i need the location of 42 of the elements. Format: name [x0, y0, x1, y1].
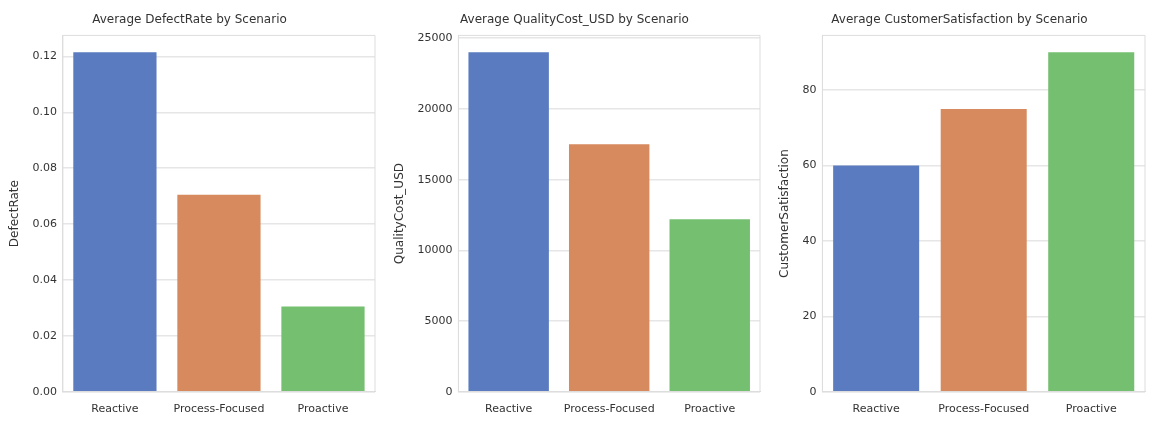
y-tick-label: 20: [802, 309, 817, 323]
chart-title: Average DefectRate by Scenario: [92, 12, 287, 27]
y-tick-label: 0.08: [32, 161, 57, 175]
bar: [568, 144, 650, 392]
x-tick-label: Proactive: [684, 402, 736, 416]
y-tick-label: 20000: [417, 101, 453, 115]
y-tick-label: 0.10: [32, 105, 57, 119]
y-axis-title: CustomerSatisfaction: [777, 149, 792, 278]
y-tick-label: 25000: [417, 31, 453, 45]
y-axis-title: QualityCost_USD: [392, 163, 407, 265]
bar: [177, 194, 261, 392]
y-tick-label: 0.04: [32, 272, 57, 286]
x-tick-label: Reactive: [91, 402, 139, 416]
y-tick-label: 0.06: [32, 216, 57, 230]
y-tick-label: 5000: [424, 313, 453, 327]
x-tick-label: Process-Focused: [938, 402, 1030, 416]
bar: [940, 108, 1027, 392]
y-tick-label: 0.02: [32, 328, 57, 342]
bar: [468, 52, 549, 392]
x-tick-label: Process-Focused: [173, 402, 265, 416]
bar: [669, 219, 750, 392]
x-tick-label: Reactive: [484, 402, 533, 416]
x-tick-label: Reactive: [852, 402, 901, 416]
x-tick-label: Proactive: [1065, 402, 1117, 416]
y-tick-label: 15000: [417, 172, 453, 186]
y-tick-label: 60: [802, 158, 817, 172]
bar: [73, 52, 157, 392]
y-tick-label: 40: [802, 233, 817, 247]
chart-title: Average CustomerSatisfaction by Scenario: [831, 12, 1088, 27]
bar: [281, 306, 365, 392]
x-tick-label: Process-Focused: [563, 402, 655, 416]
y-axis-title: DefectRate: [7, 180, 22, 248]
y-tick-label: 0: [445, 384, 453, 398]
y-tick-label: 0: [809, 384, 817, 398]
y-tick-label: 0.12: [32, 49, 57, 63]
chart-title: Average QualityCost_USD by Scenario: [460, 12, 689, 27]
bar: [833, 165, 920, 392]
y-tick-label: 0.00: [32, 384, 57, 398]
y-tick-label: 80: [802, 82, 817, 96]
x-tick-label: Proactive: [297, 402, 349, 416]
y-tick-label: 10000: [417, 243, 453, 257]
bar: [1048, 52, 1135, 392]
